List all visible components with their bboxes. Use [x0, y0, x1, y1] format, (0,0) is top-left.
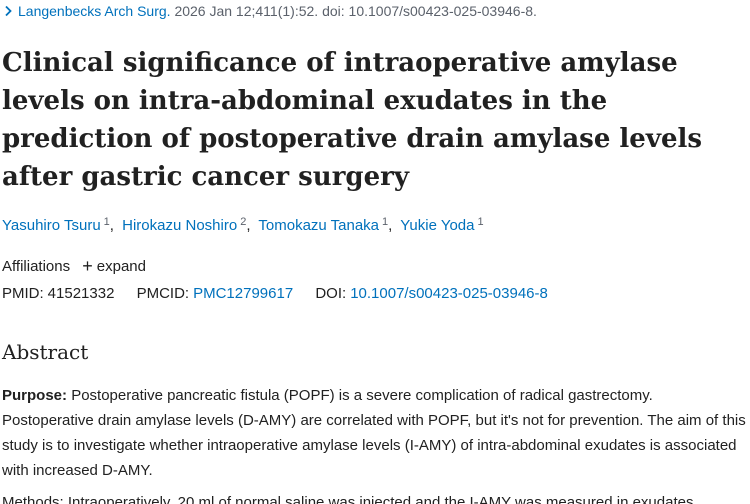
article-title: Clinical significance of intraoperative … — [2, 48, 702, 192]
author-link[interactable]: Tomokazu Tanaka — [258, 217, 380, 234]
abstract-purpose: Purpose: Postoperative pancreatic fistul… — [2, 383, 748, 483]
citation-line: Langenbecks Arch Surg. 2026 Jan 12;411(1… — [2, 3, 537, 19]
doi-group: DOI: 10.1007/s00423-025-03946-8 — [315, 285, 548, 302]
author-link[interactable]: Yukie Yoda — [400, 217, 475, 234]
purpose-label: Purpose: — [2, 387, 68, 404]
pmcid-link[interactable]: PMC12799617 — [193, 285, 294, 302]
author-link[interactable]: Hirokazu Noshiro — [122, 217, 238, 234]
pmcid-group: PMCID: PMC12799617 — [137, 285, 294, 302]
identifiers-row: PMID: 41521332 PMCID: PMC12799617 DOI: 10.1… — [2, 285, 566, 302]
plus-icon: + — [82, 256, 93, 276]
author-separator: , — [246, 217, 251, 234]
citation-details: 2026 Jan 12;411(1):52. doi: 10.1007/s004… — [174, 3, 537, 19]
expand-affiliations-button[interactable]: + expand — [82, 256, 146, 276]
affiliations-label: Affiliations — [2, 258, 71, 275]
author-separator: , — [388, 217, 393, 234]
purpose-text: Postoperative pancreatic fistula (POPF) … — [2, 387, 746, 479]
author-separator: , — [109, 217, 114, 234]
abstract-methods-partial: Methods: Intraoperatively, 20 ml of norm… — [2, 494, 694, 504]
author-affiliation-number[interactable]: 1 — [103, 216, 110, 228]
abstract-heading: Abstract — [2, 340, 89, 364]
expand-label: expand — [96, 258, 146, 275]
author-affiliation-number[interactable]: 1 — [477, 216, 484, 228]
chevron-right-icon — [5, 5, 12, 17]
doi-link[interactable]: 10.1007/s00423-025-03946-8 — [350, 285, 548, 302]
author-link[interactable]: Yasuhiro Tsuru — [2, 217, 101, 234]
pmid-label: PMID: — [2, 285, 44, 302]
author-affiliation-number[interactable]: 2 — [240, 216, 247, 228]
pmid-group: PMID: 41521332 — [2, 285, 114, 302]
pmid-value: 41521332 — [47, 285, 115, 302]
author-affiliation-number[interactable]: 1 — [382, 216, 389, 228]
doi-label: DOI: — [315, 285, 347, 302]
journal-link[interactable]: Langenbecks Arch Surg. — [18, 3, 171, 19]
pmcid-label: PMCID: — [136, 285, 190, 302]
author-list: Yasuhiro Tsuru 1, Hirokazu Noshiro 2, Tomo… — [2, 216, 484, 234]
affiliations-row: Affiliations + expand — [2, 256, 146, 277]
